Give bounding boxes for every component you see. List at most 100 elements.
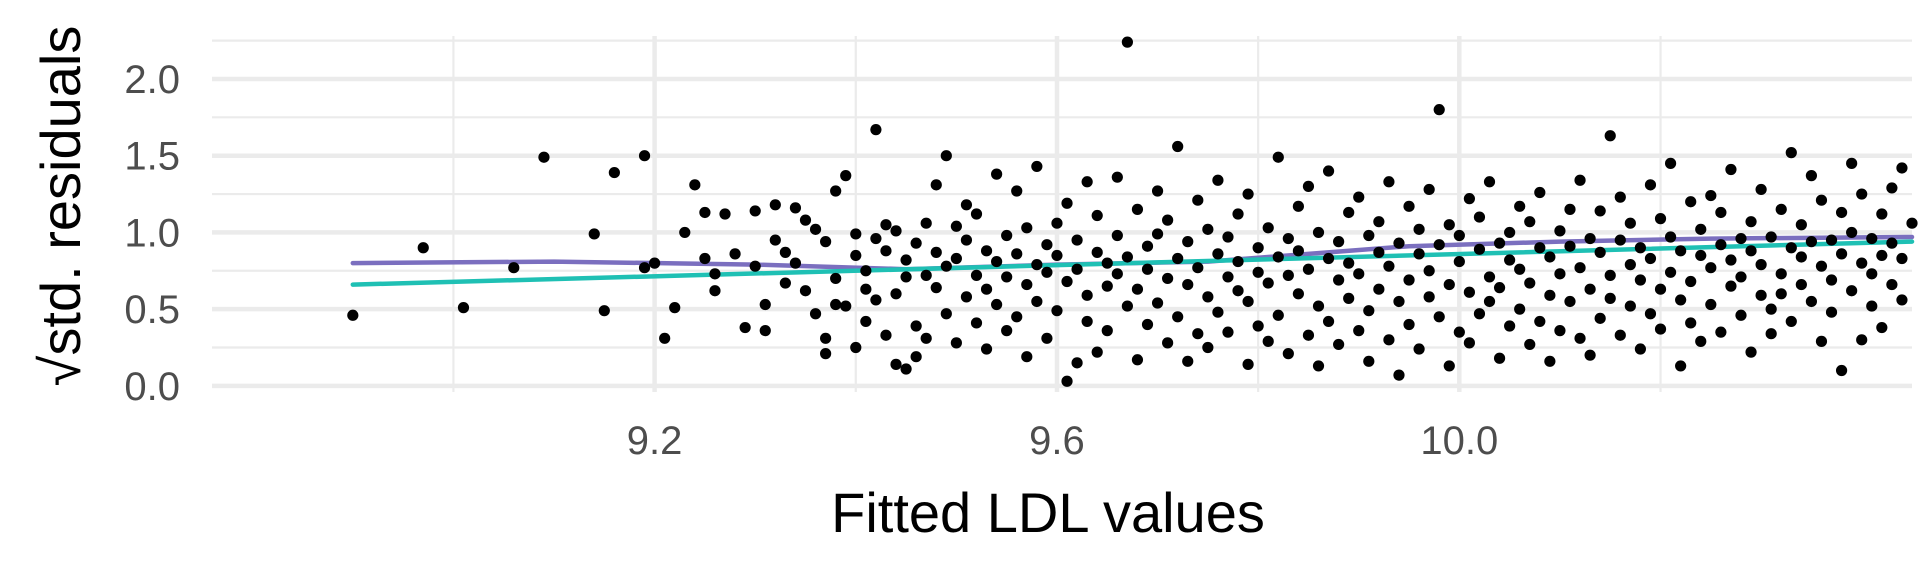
data-point	[1815, 260, 1828, 272]
data-point	[759, 325, 771, 337]
data-point	[1654, 323, 1667, 335]
data-point	[1061, 197, 1073, 209]
data-point	[1765, 328, 1777, 340]
data-point	[699, 252, 711, 265]
data-point	[1182, 236, 1194, 248]
data-point	[1041, 332, 1053, 344]
data-point	[769, 234, 781, 246]
data-point	[1312, 226, 1325, 239]
data-point	[1564, 295, 1576, 308]
data-point	[1212, 248, 1224, 260]
data-point	[1574, 174, 1586, 186]
data-point	[1302, 329, 1315, 341]
data-point	[1805, 295, 1818, 308]
data-point	[789, 257, 802, 269]
data-point	[980, 245, 993, 257]
data-point	[1363, 305, 1375, 317]
data-point	[1403, 318, 1415, 331]
data-point	[920, 269, 932, 281]
data-point	[1675, 245, 1687, 257]
data-point	[1785, 242, 1797, 254]
data-point	[1705, 262, 1717, 274]
data-point	[991, 168, 1003, 180]
data-point	[1795, 278, 1807, 291]
data-point	[759, 298, 771, 311]
data-point	[1524, 277, 1536, 289]
data-point	[1333, 236, 1345, 248]
data-point	[1061, 275, 1073, 288]
data-point	[1403, 200, 1415, 212]
data-point	[1805, 170, 1818, 182]
data-point	[769, 199, 781, 211]
data-point	[1745, 245, 1757, 257]
data-point	[1805, 236, 1818, 248]
data-point	[900, 254, 912, 266]
data-point	[1011, 248, 1023, 260]
data-point	[940, 308, 952, 320]
data-point	[1886, 278, 1898, 291]
data-point	[890, 358, 902, 370]
data-point	[1584, 349, 1596, 361]
data-point	[709, 268, 721, 280]
data-point	[1835, 364, 1848, 377]
data-point	[1222, 271, 1234, 283]
data-point	[870, 294, 882, 306]
data-point	[1343, 292, 1355, 304]
data-point	[1835, 248, 1848, 260]
data-point	[1111, 171, 1123, 183]
data-point	[960, 199, 973, 211]
data-point	[1483, 295, 1496, 308]
data-point	[1685, 196, 1697, 208]
data-point	[1785, 315, 1797, 328]
data-point	[1001, 271, 1013, 283]
data-point	[1735, 309, 1747, 321]
data-point	[1383, 334, 1395, 346]
data-point	[1483, 176, 1496, 188]
data-point	[1393, 237, 1405, 249]
data-point	[1393, 295, 1405, 308]
data-point	[1232, 285, 1244, 297]
data-point	[1282, 269, 1294, 281]
data-point	[1584, 283, 1596, 295]
data-point	[699, 206, 711, 219]
data-point	[799, 214, 812, 226]
data-point	[880, 219, 892, 231]
data-point	[709, 285, 721, 297]
data-point	[598, 305, 610, 317]
data-point	[1524, 216, 1536, 228]
data-point	[1363, 229, 1375, 242]
data-point	[1604, 130, 1616, 142]
data-point	[1504, 254, 1516, 266]
data-point	[1644, 179, 1657, 191]
data-point	[991, 298, 1003, 311]
data-point	[1091, 346, 1103, 358]
data-point	[940, 150, 952, 162]
data-point	[1795, 219, 1807, 231]
data-point	[1634, 343, 1647, 355]
data-point	[1222, 326, 1234, 338]
data-point	[1081, 315, 1093, 328]
y-axis-tick-labels: 0.0 0.5 1.0 1.5 2.0	[124, 58, 180, 409]
data-point	[1282, 348, 1294, 360]
data-point	[1705, 189, 1717, 202]
data-point	[1433, 239, 1445, 251]
data-point	[950, 220, 962, 232]
data-point	[1423, 291, 1435, 303]
data-point	[1715, 239, 1727, 251]
data-point	[638, 150, 651, 162]
data-point	[1192, 328, 1204, 340]
data-point	[749, 260, 761, 272]
data-point	[1544, 251, 1556, 263]
data-point	[1715, 206, 1727, 219]
data-point	[1896, 252, 1908, 265]
data-point	[1473, 243, 1486, 255]
data-point	[1242, 295, 1254, 308]
data-point	[1534, 242, 1546, 254]
data-point	[1413, 248, 1425, 260]
data-point	[1262, 222, 1274, 234]
data-point	[669, 302, 681, 314]
data-point	[1162, 214, 1174, 226]
data-point	[1473, 308, 1486, 320]
data-point	[739, 321, 751, 334]
data-point	[1101, 325, 1113, 337]
